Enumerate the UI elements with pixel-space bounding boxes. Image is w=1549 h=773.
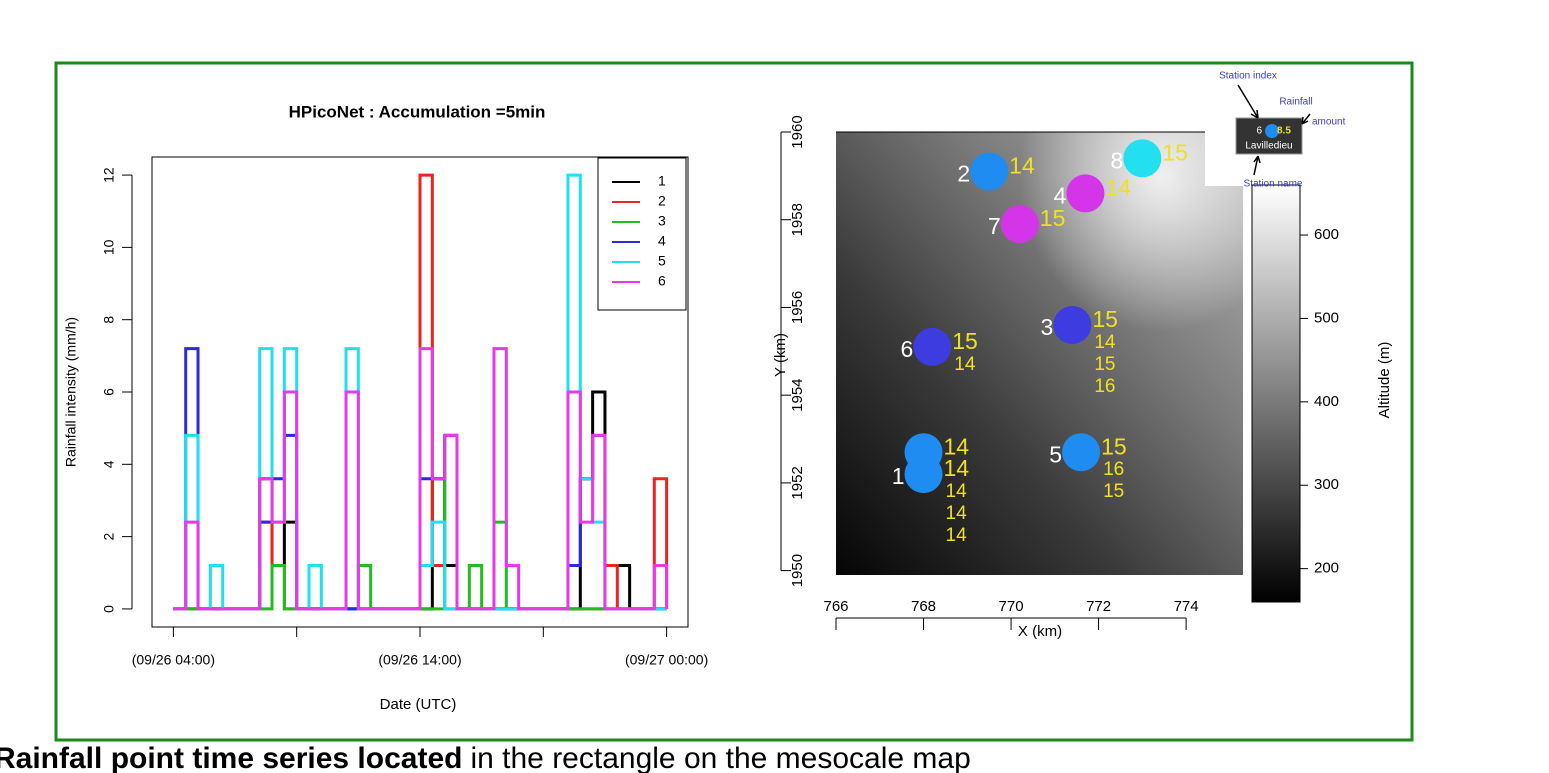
- station-index: 8: [1111, 147, 1124, 173]
- station-index: 7: [988, 213, 1001, 239]
- station-index: 5: [1049, 441, 1062, 467]
- legend-label: 6: [658, 273, 666, 289]
- station-marker: [1066, 174, 1104, 212]
- x-axis-label: X (km): [1018, 623, 1062, 640]
- legend-label: 5: [658, 253, 666, 269]
- station-marker: [1053, 306, 1091, 344]
- station-amount: 14: [946, 503, 968, 524]
- station-marker: [1001, 205, 1039, 243]
- station-amount: 14: [1094, 332, 1116, 353]
- station-index: 2: [957, 161, 970, 187]
- y-tick-label: 4: [101, 460, 117, 468]
- figure: Rainfall point time series located in the…: [0, 0, 1549, 773]
- station-marker: [1123, 139, 1161, 177]
- inset-index-label: Station index: [1219, 71, 1277, 82]
- inset-arrow: [1302, 114, 1310, 124]
- station-amount: 16: [1094, 376, 1115, 397]
- y-tick-label: 1952: [789, 466, 806, 499]
- station-marker: [1062, 433, 1100, 471]
- y-tick-label: 1958: [789, 203, 806, 236]
- station-amount: 14: [954, 354, 976, 375]
- station-index: 1: [892, 463, 905, 489]
- chart-title: HPicoNet : Accumulation =5min: [289, 102, 546, 121]
- y-tick-label: 12: [101, 167, 117, 183]
- station-amount: 15: [1094, 354, 1115, 375]
- y-tick-label: 2: [101, 533, 117, 541]
- inset-arrow: [1254, 156, 1260, 175]
- legend-label: 4: [658, 233, 666, 249]
- station-amount: 14: [1105, 174, 1131, 200]
- terrain-peak: [836, 132, 1243, 575]
- legend-box: [598, 158, 686, 310]
- y-tick-label: 1956: [789, 291, 806, 324]
- inset-amount: 8.5: [1277, 126, 1291, 137]
- inset-rainfall-label: Rainfall: [1279, 97, 1312, 108]
- station-amount: 15: [1101, 433, 1127, 459]
- station-amount: 14: [946, 525, 968, 546]
- inset-name: Lavilledieu: [1245, 141, 1292, 152]
- station-amount: 15: [952, 328, 978, 354]
- station-marker: [970, 152, 1008, 190]
- y-tick-label: 1954: [789, 378, 806, 411]
- y-tick-label: 1960: [789, 115, 806, 148]
- y-axis-label: Rainfall intensity (mm/h): [63, 317, 79, 467]
- y-axis-label: Y (km): [772, 333, 789, 377]
- station-marker: [905, 455, 943, 493]
- inset-index: 6: [1256, 126, 1262, 137]
- colorbar-label: Altitude (m): [1376, 342, 1393, 419]
- station-amount: 14: [1009, 153, 1035, 179]
- colorbar: [1252, 185, 1300, 602]
- y-tick-label: 0: [101, 605, 117, 613]
- station-index: 3: [1041, 314, 1054, 340]
- legend-label: 1: [658, 173, 666, 189]
- colorbar-tick-label: 500: [1314, 309, 1339, 326]
- x-tick-label: 774: [1174, 598, 1199, 615]
- caption: Rainfall point time series located in the…: [0, 742, 971, 773]
- series-line: [173, 349, 666, 609]
- station-amount: 15: [1162, 139, 1188, 165]
- colorbar-tick-label: 400: [1314, 393, 1339, 410]
- station-marker: [913, 328, 951, 366]
- x-tick-label: 772: [1086, 598, 1111, 615]
- station-amount: 15: [1092, 306, 1118, 332]
- page: {"chart_data": [ {"type": "line", "title…: [0, 0, 1549, 773]
- station-amount: 16: [1103, 459, 1124, 480]
- x-tick-label: 770: [999, 598, 1024, 615]
- x-tick-label: (09/27 00:00): [625, 652, 708, 668]
- caption-bold: Rainfall point time series located: [0, 742, 462, 773]
- legend-label: 2: [658, 193, 666, 209]
- station-amount: 14: [946, 481, 968, 502]
- station-amount: 15: [1103, 481, 1124, 502]
- inset-amount-label: amount: [1312, 117, 1346, 128]
- colorbar-tick-label: 200: [1314, 560, 1339, 577]
- y-tick-label: 8: [101, 316, 117, 324]
- station-amount: 14: [944, 455, 970, 481]
- x-tick-label: (09/26 14:00): [378, 652, 461, 668]
- station-amount: 15: [1040, 205, 1066, 231]
- y-tick-label: 6: [101, 388, 117, 396]
- x-axis-label: Date (UTC): [380, 696, 457, 713]
- x-tick-label: 768: [911, 598, 936, 615]
- colorbar-tick-label: 300: [1314, 476, 1339, 493]
- y-tick-label: 10: [101, 239, 117, 255]
- legend-label: 3: [658, 213, 666, 229]
- y-tick-label: 1950: [789, 554, 806, 587]
- inset-arrow: [1238, 85, 1258, 118]
- caption-text: in the rectangle on the mesocale map: [470, 742, 970, 773]
- colorbar-tick-label: 600: [1314, 226, 1339, 243]
- x-tick-label: (09/26 04:00): [132, 652, 215, 668]
- inset-name-label: Station name: [1244, 179, 1303, 190]
- station-index: 6: [900, 336, 913, 362]
- x-tick-label: 766: [823, 598, 848, 615]
